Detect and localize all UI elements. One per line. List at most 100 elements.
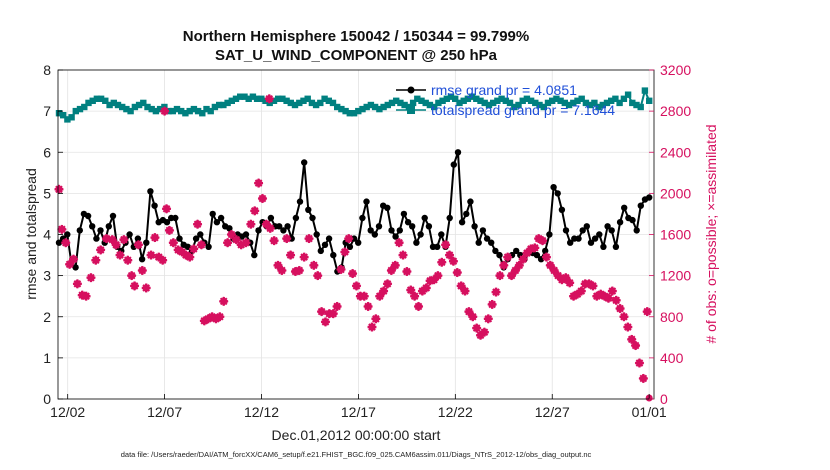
obs-point-d2	[589, 282, 597, 290]
obs-point	[460, 286, 470, 296]
totalspread-point	[367, 101, 375, 109]
y-ticks-right: 0 400 800 1200 1600 2000 2400 2800 3200	[649, 62, 691, 407]
totalspread-point	[76, 105, 84, 113]
rmse-point	[438, 231, 445, 238]
totalspread-point	[241, 93, 248, 100]
obs-point	[518, 254, 528, 264]
obs-point	[246, 219, 256, 229]
obs-point-d2	[134, 240, 143, 249]
totalspread-point	[519, 97, 526, 104]
y-ticks-left: 0 1 2 3 4 5 6 7 8	[43, 62, 63, 407]
rmse-point	[425, 223, 433, 230]
obs-point-d2	[189, 245, 198, 253]
rmse-point	[413, 239, 420, 246]
rmse-point	[404, 219, 412, 226]
obs-point	[285, 250, 296, 260]
totalspread-point	[422, 99, 429, 107]
obs-point-d2	[208, 312, 216, 321]
obs-point	[623, 322, 633, 332]
rmse-point	[126, 231, 133, 238]
rmse-point	[64, 231, 71, 238]
obs-point-d2	[120, 235, 128, 244]
obs-point	[332, 301, 342, 312]
obs-point-d2	[73, 280, 82, 288]
rmse-point	[596, 231, 603, 238]
rmse-point	[384, 204, 391, 211]
obs-point-d2	[562, 273, 570, 282]
obs-point	[146, 250, 156, 260]
obs-point-d2	[258, 194, 267, 203]
obs-point	[133, 240, 144, 250]
obs-point-d2	[395, 238, 403, 247]
obs-point-d2	[165, 226, 174, 235]
rmse-point	[209, 210, 216, 218]
totalspread-point	[334, 103, 341, 111]
totalspread-point	[350, 110, 358, 117]
rmse-point	[355, 239, 362, 246]
obs-point	[468, 312, 478, 322]
rmse-point	[421, 214, 428, 222]
obs-point	[514, 260, 524, 271]
obs-point	[219, 296, 229, 306]
obs-point	[448, 256, 459, 266]
obs-point-d2	[317, 307, 326, 316]
totalspread-point	[393, 97, 400, 104]
obs-series	[54, 94, 653, 402]
obs-point-d2	[321, 318, 330, 326]
obs-point	[111, 240, 121, 250]
obs-point-d2	[274, 261, 282, 270]
x-tick-label: 01/01	[632, 404, 667, 420]
totalspread-point	[169, 107, 176, 115]
obs-point-d2	[278, 266, 286, 275]
obs-point	[545, 260, 555, 271]
totalspread-point	[612, 95, 619, 102]
rmse-point	[637, 202, 644, 209]
totalspread-point	[637, 103, 644, 111]
totalspread-point	[253, 95, 261, 102]
totalspread-point	[616, 99, 623, 107]
totalspread-point	[608, 97, 615, 104]
obs-point-d2	[515, 261, 524, 270]
obs-point-d2	[468, 312, 477, 321]
rmse-point	[629, 216, 636, 224]
totalspread-point	[178, 107, 185, 115]
y-tick-label-right: 1200	[660, 268, 691, 284]
totalspread-point	[591, 99, 598, 107]
obs-point	[351, 281, 362, 291]
rmse-point	[213, 219, 221, 226]
obs-point-d2	[58, 225, 66, 234]
rmse-point	[255, 227, 262, 234]
rmse-point	[400, 210, 408, 218]
obs-point-d2	[310, 261, 318, 270]
rmse-point	[301, 159, 308, 166]
obs-point	[157, 255, 168, 265]
totalspread-point	[624, 91, 632, 98]
rmse-point	[217, 214, 225, 222]
totalspread-point	[216, 101, 223, 109]
obs-point-d2	[434, 271, 442, 280]
obs-point	[241, 238, 251, 248]
totalspread-point	[443, 95, 450, 102]
obs-point	[316, 306, 327, 317]
rmse-point	[363, 198, 370, 205]
obs-point-d2	[534, 234, 543, 243]
rmse-point	[471, 223, 478, 230]
obs-point-d2	[329, 309, 338, 318]
totalspread-point	[646, 97, 653, 104]
obs-point-d2	[219, 297, 228, 306]
totalspread-point	[452, 95, 459, 102]
obs-point	[367, 322, 377, 332]
rmse-point	[396, 227, 403, 234]
obs-point	[638, 373, 649, 384]
totalspread-point	[532, 99, 539, 107]
obs-point	[371, 314, 381, 324]
obs-point-d2	[108, 235, 117, 244]
totalspread-point	[232, 95, 240, 102]
totalspread-point	[312, 101, 320, 109]
obs-point-d2	[484, 314, 493, 323]
totalspread-point	[481, 99, 488, 107]
obs-point-d2	[348, 269, 357, 278]
obs-point	[421, 283, 431, 293]
